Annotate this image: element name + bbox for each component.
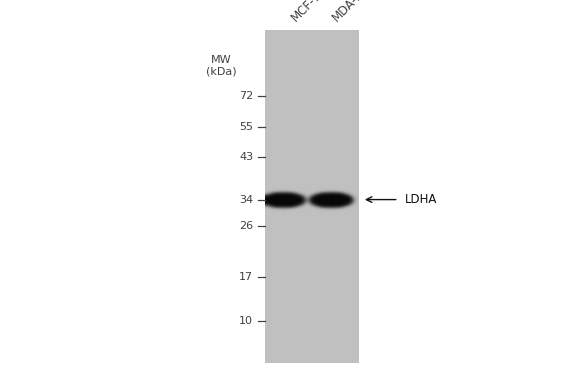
Text: 55: 55 [239, 122, 253, 132]
Text: MDA-MB-231: MDA-MB-231 [330, 0, 393, 25]
Text: 10: 10 [239, 316, 253, 326]
Text: MW
(kDa): MW (kDa) [206, 55, 236, 76]
Text: 17: 17 [239, 272, 253, 282]
Text: 26: 26 [239, 221, 253, 231]
Text: 72: 72 [239, 91, 253, 101]
Text: MCF-7: MCF-7 [289, 0, 325, 25]
Text: 34: 34 [239, 195, 253, 205]
Text: LDHA: LDHA [404, 193, 437, 206]
Text: 43: 43 [239, 152, 253, 162]
